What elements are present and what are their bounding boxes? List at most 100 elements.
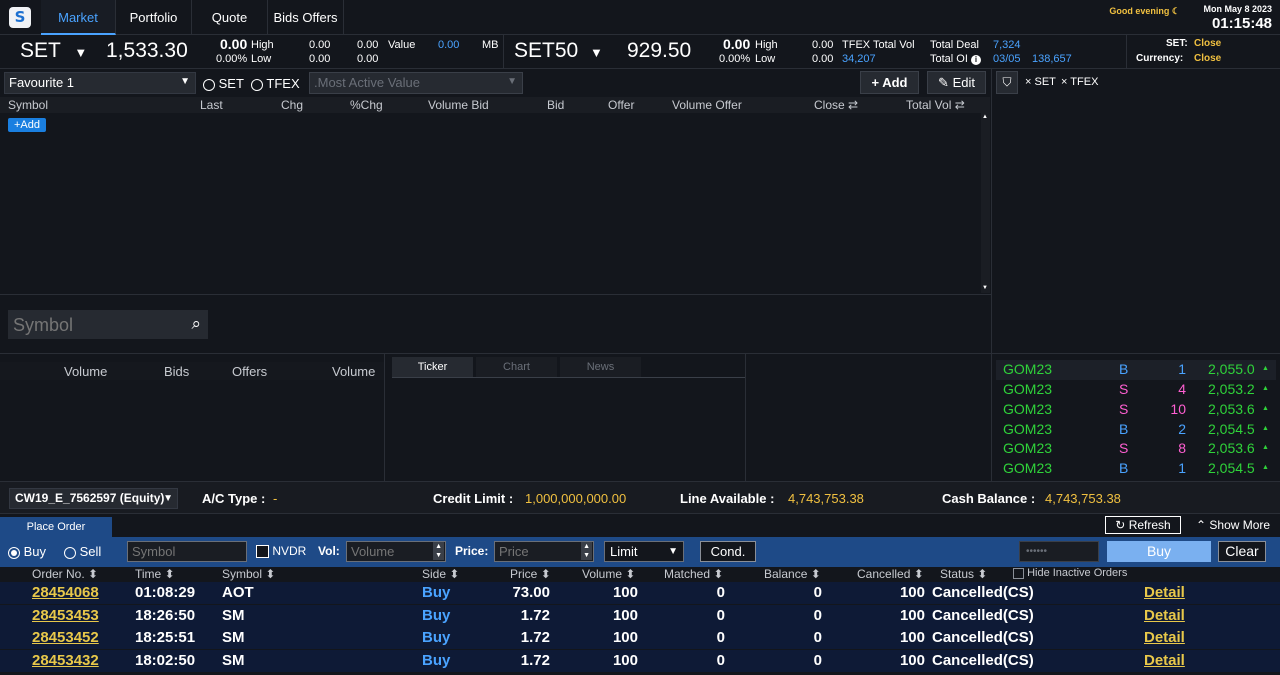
order-type-value: Limit: [610, 544, 638, 559]
set-index-select[interactable]: SET ▼: [20, 39, 87, 63]
col-balance[interactable]: Balance ⬍: [764, 567, 821, 581]
col-price[interactable]: Price ⬍: [510, 567, 551, 581]
volume-stepper[interactable]: ▲▼: [346, 541, 446, 562]
radio-tfex[interactable]: TFEX: [251, 76, 300, 91]
swap-icon[interactable]: ⇄: [954, 98, 965, 112]
scroll-up-icon[interactable]: ▲: [982, 114, 988, 120]
search-input[interactable]: [13, 314, 173, 336]
col-volume-offer[interactable]: Volume Offer: [672, 98, 742, 112]
tfex-total-oi-label: Total OI i: [930, 53, 981, 65]
col-close[interactable]: Close ⇄: [814, 98, 858, 112]
symbol-input[interactable]: [127, 541, 247, 562]
cond-button[interactable]: Cond.: [700, 541, 756, 562]
tab-bids-offers[interactable]: Bids Offers: [268, 0, 344, 35]
order-cancelled: 100: [899, 652, 925, 669]
info-icon[interactable]: i: [970, 55, 981, 65]
app-logo-icon[interactable]: S: [9, 7, 31, 28]
col-offer[interactable]: Offer: [608, 98, 635, 112]
greeting: Good evening ☾: [1109, 6, 1180, 17]
sort-icon: ⬍: [540, 567, 551, 581]
buy-radio[interactable]: Buy: [8, 544, 46, 559]
filter-icon[interactable]: ⛉: [996, 71, 1018, 94]
col-volume[interactable]: Volume ⬍: [582, 567, 635, 581]
col-cancelled[interactable]: Cancelled ⬍: [857, 567, 924, 581]
hide-inactive-checkbox[interactable]: Hide Inactive Orders: [1013, 567, 1127, 579]
tfex-oi-date: 03/05: [993, 53, 1021, 65]
radio-set[interactable]: SET: [203, 76, 244, 91]
tab-market[interactable]: Market: [41, 0, 116, 35]
show-more-button[interactable]: ⌃ Show More: [1196, 518, 1270, 532]
stepper-arrows-icon[interactable]: ▲ ▼: [581, 542, 592, 560]
tfex-total-deal: 7,324: [993, 39, 1021, 51]
buy-submit-button[interactable]: Buy: [1107, 541, 1211, 562]
sort-icon: ⬍: [913, 567, 924, 581]
add-button[interactable]: + Add: [860, 71, 919, 94]
scroll-down-icon[interactable]: ▼: [982, 285, 988, 291]
col-symbol[interactable]: Symbol: [8, 98, 49, 112]
col-order-symbol[interactable]: Symbol ⬍: [222, 567, 275, 581]
col-matched[interactable]: Matched ⬍: [664, 567, 723, 581]
tab-news[interactable]: News: [560, 357, 641, 377]
col-status[interactable]: Status ⬍: [940, 567, 987, 581]
volume-input[interactable]: [347, 542, 431, 561]
scrollbar[interactable]: [981, 113, 990, 293]
tab-quote[interactable]: Quote: [192, 0, 268, 35]
pin-input[interactable]: ••••••: [1019, 541, 1099, 562]
moon-icon: ☾: [1171, 6, 1180, 16]
col-order-no[interactable]: Order No. ⬍: [32, 567, 98, 581]
nvdr-checkbox[interactable]: NVDR: [256, 544, 306, 559]
most-active-select[interactable]: .Most Active Value ▼: [309, 72, 523, 94]
filter-tag-set[interactable]: × SET: [1025, 76, 1056, 88]
filter-tag-tfex[interactable]: × TFEX: [1061, 76, 1098, 88]
edit-button[interactable]: ✎ Edit: [927, 71, 986, 94]
line-available-label: Line Available :: [680, 491, 775, 506]
col-volume-bid[interactable]: Volume Bid: [428, 98, 489, 112]
order-number-link[interactable]: 28454068: [32, 584, 99, 601]
ticker-qty: 1: [1178, 460, 1186, 476]
order-number-link[interactable]: 28453453: [32, 607, 99, 624]
close-icon[interactable]: ×: [1025, 76, 1032, 88]
search-icon[interactable]: ⌕: [191, 314, 201, 333]
col-total-vol[interactable]: Total Vol ⇄: [906, 98, 965, 112]
set50-low-label: Low: [755, 53, 776, 65]
price-stepper[interactable]: ▲▼: [494, 541, 594, 562]
refresh-label: Refresh: [1128, 518, 1171, 532]
col-balance-label: Balance: [764, 567, 808, 581]
swap-icon[interactable]: ⇄: [848, 98, 859, 112]
col-chg[interactable]: Chg: [281, 98, 304, 112]
order-row: 28453452 18:25:51 SM Buy 1.72 100 0 0 100 Cancell…: [0, 627, 1280, 649]
favourite-select[interactable]: Favourite 1 ▼: [4, 72, 196, 94]
order-detail-link[interactable]: Detail: [1144, 607, 1185, 624]
add-row-button[interactable]: +Add: [8, 118, 46, 132]
col-side[interactable]: Side ⬍: [422, 567, 459, 581]
col-bid[interactable]: Bid: [547, 98, 565, 112]
refresh-icon: ↻: [1115, 518, 1126, 532]
price-input[interactable]: [495, 542, 579, 561]
sort-icon: ⬍: [449, 567, 460, 581]
tab-ticker[interactable]: Ticker: [392, 357, 473, 377]
order-number-link[interactable]: 28453452: [32, 629, 99, 646]
order-type-select[interactable]: Limit ▼: [604, 541, 684, 562]
account-select[interactable]: CW19_E_7562597 (Equity) ▼: [9, 488, 178, 509]
order-detail-link[interactable]: Detail: [1144, 652, 1185, 669]
col-time[interactable]: Time ⬍: [135, 567, 175, 581]
ticker-side: S: [1119, 401, 1129, 417]
order-number-link[interactable]: 28453432: [32, 652, 99, 669]
set-v1: 0.00: [357, 39, 379, 51]
close-icon[interactable]: ×: [1061, 76, 1068, 88]
col-pct-chg[interactable]: %Chg: [350, 98, 383, 112]
stepper-arrows-icon[interactable]: ▲ ▼: [433, 542, 444, 560]
tab-portfolio[interactable]: Portfolio: [116, 0, 192, 35]
set50-index-select[interactable]: SET50 ▼: [514, 39, 603, 63]
clear-button[interactable]: Clear: [1218, 541, 1266, 562]
ticker-row: GOM23 B 1 2,054.5 ▲: [996, 459, 1276, 479]
sell-radio[interactable]: Sell: [64, 544, 101, 559]
index-bar: SET ▼ 1,533.30 0.00 0.00% High Low 0.00 …: [0, 35, 1280, 69]
place-order-tab[interactable]: Place Order: [0, 517, 112, 537]
tab-chart[interactable]: Chart: [476, 357, 557, 377]
refresh-button[interactable]: ↻ Refresh: [1105, 516, 1181, 534]
set-low: 0.00: [309, 53, 331, 65]
order-detail-link[interactable]: Detail: [1144, 629, 1185, 646]
col-last[interactable]: Last: [200, 98, 223, 112]
order-detail-link[interactable]: Detail: [1144, 584, 1185, 601]
